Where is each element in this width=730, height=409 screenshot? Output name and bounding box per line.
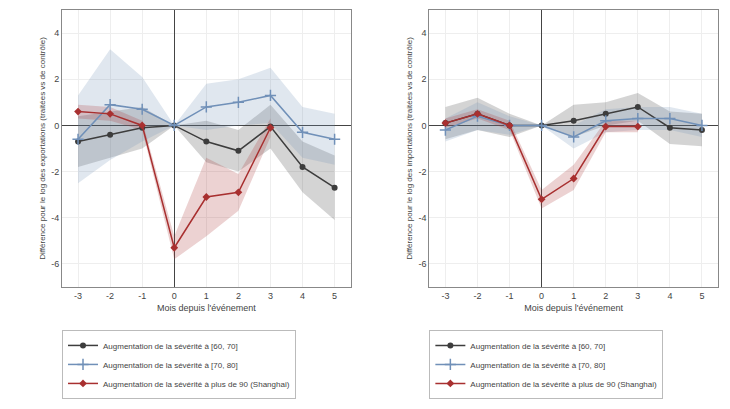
svg-text:3: 3 [635,291,640,301]
svg-text:Augmentation de la sévérité à: Augmentation de la sévérité à plus de 90… [470,380,657,389]
svg-text:-1: -1 [138,291,146,301]
svg-text:0: 0 [422,121,427,131]
svg-text:-2: -2 [473,291,481,301]
svg-text:2: 2 [603,291,608,301]
svg-text:0: 0 [539,291,544,301]
svg-text:1: 1 [204,291,209,301]
svg-text:5: 5 [332,291,337,301]
svg-text:Différence pour le log des exp: Différence pour le log des exportations … [38,37,47,260]
svg-text:-6: -6 [419,259,427,269]
svg-text:4: 4 [54,28,59,38]
svg-text:2: 2 [422,74,427,84]
svg-text:Mois depuis l'événement: Mois depuis l'événement [157,303,256,313]
svg-text:Augmentation de la sévérité à: Augmentation de la sévérité à plus de 90… [103,380,290,389]
svg-text:-2: -2 [419,167,427,177]
svg-text:3: 3 [268,291,273,301]
svg-text:5: 5 [699,291,704,301]
svg-text:0: 0 [172,291,177,301]
svg-text:Mois depuis l'événement: Mois depuis l'événement [524,303,623,313]
svg-text:2: 2 [54,74,59,84]
svg-text:-2: -2 [106,291,114,301]
svg-text:-6: -6 [51,259,59,269]
svg-text:4: 4 [667,291,672,301]
svg-text:4: 4 [422,28,427,38]
svg-text:0: 0 [54,121,59,131]
svg-text:-3: -3 [441,291,449,301]
svg-text:4: 4 [300,291,305,301]
svg-text:Différence pour le log des imp: Différence pour le log des importations … [405,37,414,260]
svg-text:-2: -2 [51,167,59,177]
svg-text:-4: -4 [419,213,427,223]
svg-text:Augmentation de la sévérité à: Augmentation de la sévérité à [60, 70] [103,342,238,351]
svg-text:Augmentation de la sévérité à: Augmentation de la sévérité à [70, 80] [470,361,605,370]
svg-text:1: 1 [571,291,576,301]
svg-text:Augmentation de la sévérité à: Augmentation de la sévérité à [60, 70] [470,342,605,351]
svg-text:2: 2 [236,291,241,301]
svg-text:-3: -3 [74,291,82,301]
svg-text:-1: -1 [506,291,514,301]
svg-text:Augmentation de la sévérité à: Augmentation de la sévérité à [70, 80] [103,361,238,370]
svg-text:-4: -4 [51,213,59,223]
